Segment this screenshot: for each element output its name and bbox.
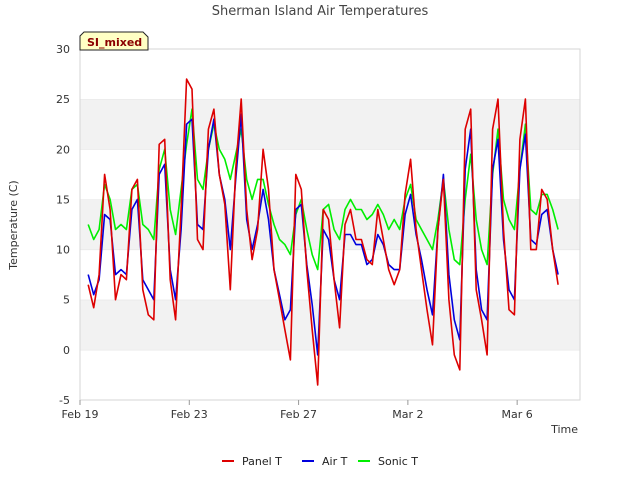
grid-band <box>80 249 580 300</box>
x-axis: Feb 19 Feb 23 Feb 27 Mar 2 Mar 6 <box>62 400 533 421</box>
y-tick-label: 25 <box>56 93 70 106</box>
x-tick-label: Mar 2 <box>392 408 423 421</box>
grid-band <box>80 149 580 200</box>
grid-band <box>80 299 580 350</box>
chart-title: Sherman Island Air Temperatures <box>212 4 429 19</box>
y-tick-label: 10 <box>56 244 70 257</box>
y-tick-label: 30 <box>56 43 70 56</box>
y-tick-label: 20 <box>56 143 70 156</box>
y-tick-label: -5 <box>59 394 70 407</box>
y-axis-label: Temperature (C) <box>7 180 20 270</box>
x-tick-label: Feb 27 <box>280 408 317 421</box>
legend-label-air-t: Air T <box>322 455 348 468</box>
y-axis: -5 0 5 10 15 20 25 30 <box>56 43 70 407</box>
series-lines <box>87 78 559 386</box>
y-tick-label: 0 <box>63 344 70 357</box>
site-badge: SI_mixed <box>79 31 149 51</box>
site-badge-label: SI_mixed <box>87 36 142 49</box>
series-line-panel-t <box>87 78 559 386</box>
x-tick-label: Mar 6 <box>502 408 533 421</box>
x-tick-label: Feb 23 <box>171 408 208 421</box>
grid-band <box>80 49 580 100</box>
y-tick-label: 5 <box>63 294 70 307</box>
grid-band <box>80 99 580 150</box>
x-axis-label: Time <box>550 423 578 436</box>
legend: Panel T Air T Sonic T <box>222 455 418 468</box>
y-tick-label: 15 <box>56 193 70 206</box>
x-tick-label: Feb 19 <box>62 408 99 421</box>
plot-frame <box>79 48 581 401</box>
grid-band <box>80 349 580 400</box>
legend-label-panel-t: Panel T <box>242 455 282 468</box>
legend-label-sonic-t: Sonic T <box>378 455 418 468</box>
